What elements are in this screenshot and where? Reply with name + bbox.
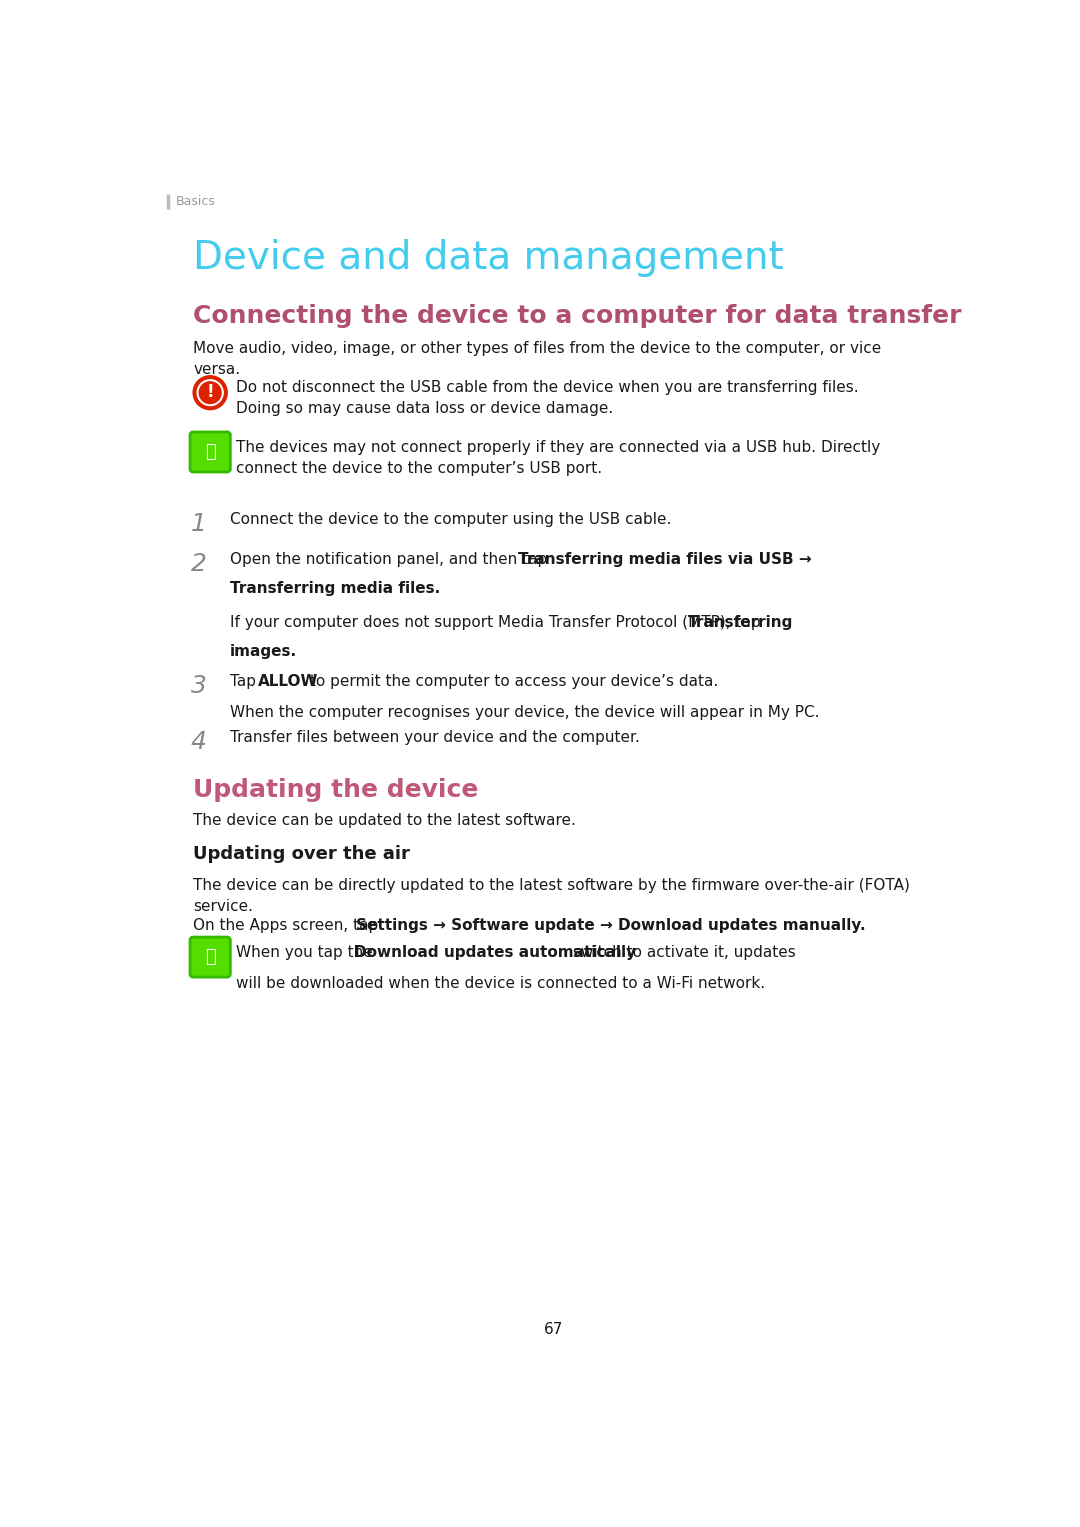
Text: On the Apps screen, tap: On the Apps screen, tap [193,918,383,933]
Text: 2: 2 [191,553,206,576]
Text: When you tap the: When you tap the [235,945,377,960]
Text: to permit the computer to access your device’s data.: to permit the computer to access your de… [305,673,718,689]
Text: 🔔: 🔔 [205,948,216,967]
Text: Device and data management: Device and data management [193,238,784,276]
Text: Download updates automatically: Download updates automatically [353,945,636,960]
Text: If your computer does not support Media Transfer Protocol (MTP), tap: If your computer does not support Media … [230,615,765,631]
Text: 1: 1 [191,512,206,536]
Text: The devices may not connect properly if they are connected via a USB hub. Direct: The devices may not connect properly if … [235,440,880,475]
Text: !: ! [206,383,214,402]
Text: 4: 4 [191,730,206,754]
Circle shape [198,380,224,406]
Text: Updating over the air: Updating over the air [193,846,410,863]
Text: ALLOW: ALLOW [257,673,318,689]
Text: Move audio, video, image, or other types of files from the device to the compute: Move audio, video, image, or other types… [193,341,881,377]
Text: will be downloaded when the device is connected to a Wi-Fi network.: will be downloaded when the device is co… [235,976,765,991]
Text: 67: 67 [544,1322,563,1338]
Text: Tap: Tap [230,673,260,689]
Text: When the computer recognises your device, the device will appear in My PC.: When the computer recognises your device… [230,704,819,719]
Text: The device can be directly updated to the latest software by the firmware over-t: The device can be directly updated to th… [193,878,910,913]
Text: Do not disconnect the USB cable from the device when you are transferring files.: Do not disconnect the USB cable from the… [235,380,859,417]
Text: Transferring media files via USB →: Transferring media files via USB → [517,553,811,567]
Text: 🔔: 🔔 [205,443,216,461]
Circle shape [193,376,227,409]
Text: The device can be updated to the latest software.: The device can be updated to the latest … [193,812,576,828]
Circle shape [200,382,221,403]
FancyBboxPatch shape [190,938,230,977]
Text: images.: images. [230,644,297,660]
Text: Open the notification panel, and then tap: Open the notification panel, and then ta… [230,553,552,567]
Text: Transferring media files.: Transferring media files. [230,582,440,597]
Text: Connecting the device to a computer for data transfer: Connecting the device to a computer for … [193,304,961,328]
Text: Basics: Basics [176,195,216,208]
Text: Updating the device: Updating the device [193,777,478,802]
Text: Transferring: Transferring [688,615,794,631]
FancyBboxPatch shape [190,432,230,472]
Text: Transfer files between your device and the computer.: Transfer files between your device and t… [230,730,639,745]
Text: Connect the device to the computer using the USB cable.: Connect the device to the computer using… [230,512,671,527]
Text: 3: 3 [191,673,206,698]
Text: Settings → Software update → Download updates manually.: Settings → Software update → Download up… [356,918,865,933]
Text: switch to activate it, updates: switch to activate it, updates [568,945,796,960]
